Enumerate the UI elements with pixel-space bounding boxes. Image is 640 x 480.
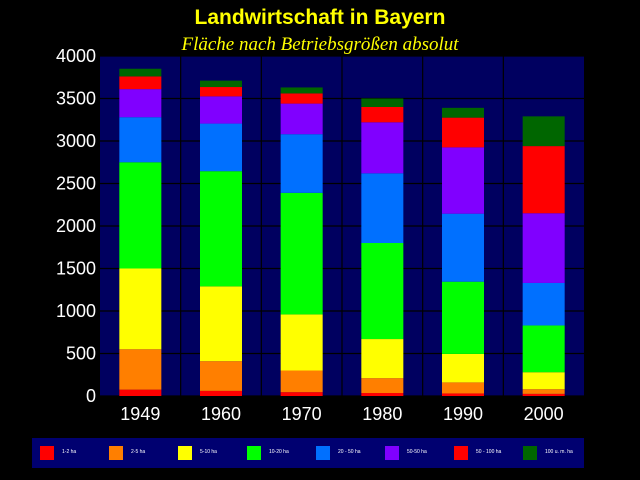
x-tick-label: 1960 bbox=[201, 404, 241, 424]
legend-swatch bbox=[247, 446, 261, 460]
y-tick-label: 4000 bbox=[56, 46, 96, 66]
bar-segment bbox=[522, 389, 565, 394]
bar-segment bbox=[200, 87, 242, 97]
bar-segment bbox=[442, 393, 484, 396]
bar-segment bbox=[280, 103, 323, 135]
bar-segment bbox=[522, 325, 565, 373]
y-tick-label: 500 bbox=[66, 344, 96, 364]
bar-segment bbox=[361, 378, 404, 394]
bar-segment bbox=[119, 76, 162, 90]
bar-segment bbox=[280, 134, 323, 193]
bar-segment bbox=[119, 68, 162, 77]
legend-label: 20 - 50 ha bbox=[338, 449, 361, 455]
bar-segment bbox=[522, 116, 565, 147]
bar-segment bbox=[280, 87, 323, 94]
legend-swatch bbox=[523, 446, 537, 460]
bar-segment bbox=[361, 173, 404, 243]
bar-segment bbox=[119, 117, 162, 163]
bar-segment bbox=[522, 146, 565, 214]
bar-segment bbox=[119, 89, 162, 118]
bar-segment bbox=[200, 96, 242, 124]
legend-label: 50 - 100 ha bbox=[476, 449, 502, 455]
legend-swatch bbox=[385, 446, 399, 460]
bar-segment bbox=[361, 393, 404, 396]
bar-segment bbox=[442, 117, 484, 148]
bar-segment bbox=[361, 339, 404, 379]
bar-segment bbox=[200, 390, 242, 396]
bar-segment bbox=[361, 122, 404, 174]
bar-segment bbox=[200, 171, 242, 287]
chart-title: Landwirtschaft in Bayern bbox=[194, 6, 446, 29]
bar-segment bbox=[442, 107, 484, 118]
chart-subtitle: Fläche nach Betriebsgrößen absolut bbox=[181, 34, 459, 55]
bar-segment bbox=[361, 107, 404, 123]
bar-segment bbox=[200, 361, 242, 391]
y-tick-label: 2000 bbox=[56, 216, 96, 236]
x-tick-label: 2000 bbox=[524, 404, 564, 424]
bar-segment bbox=[200, 123, 242, 172]
legend-label: 50-50 ha bbox=[407, 449, 427, 455]
legend-label: 1-2 ha bbox=[62, 449, 77, 455]
bar-segment bbox=[280, 392, 323, 396]
x-tick-label: 1980 bbox=[362, 404, 402, 424]
bar-segment bbox=[522, 282, 565, 326]
y-tick-label: 0 bbox=[86, 386, 96, 406]
bar-segment bbox=[361, 98, 404, 107]
bar-segment bbox=[280, 93, 323, 104]
bar-segment bbox=[361, 243, 404, 340]
legend-swatch bbox=[40, 446, 54, 460]
legend: 1-2 ha 2-5 ha 5-10 ha 10-20 ha 20 - 50 ha 50-… bbox=[32, 438, 584, 468]
legend-swatch bbox=[316, 446, 330, 460]
x-tick-label: 1990 bbox=[443, 404, 483, 424]
bar-segment bbox=[442, 281, 484, 354]
y-tick-label: 3500 bbox=[56, 89, 96, 109]
legend-label: 2-5 ha bbox=[131, 449, 146, 455]
y-tick-label: 3000 bbox=[56, 131, 96, 151]
bar-segment bbox=[200, 286, 242, 362]
bar-segment bbox=[442, 382, 484, 394]
bar-segment bbox=[442, 353, 484, 383]
bar-segment bbox=[280, 192, 323, 315]
bar-segment bbox=[442, 213, 484, 282]
bar-segment bbox=[522, 372, 565, 390]
bar-segment bbox=[522, 393, 565, 396]
bar-segment bbox=[280, 370, 323, 393]
legend-swatch bbox=[454, 446, 468, 460]
y-tick-label: 1500 bbox=[56, 259, 96, 279]
bar-segment bbox=[200, 80, 242, 88]
x-tick-label: 1949 bbox=[120, 404, 160, 424]
bar-segment bbox=[522, 213, 565, 283]
legend-swatch bbox=[178, 446, 192, 460]
bar-segment bbox=[442, 147, 484, 214]
bar-segment bbox=[119, 349, 162, 390]
legend-label: 100 u. m. ha bbox=[545, 449, 573, 455]
bar-segment bbox=[280, 314, 323, 371]
y-tick-label: 2500 bbox=[56, 174, 96, 194]
bar-segment bbox=[119, 268, 162, 350]
bar-segment bbox=[119, 162, 162, 269]
legend-swatch bbox=[109, 446, 123, 460]
legend-label: 5-10 ha bbox=[200, 449, 217, 455]
legend-label: 10-20 ha bbox=[269, 449, 289, 455]
x-tick-label: 1970 bbox=[282, 404, 322, 424]
bar-segment bbox=[119, 389, 162, 396]
y-tick-label: 1000 bbox=[56, 301, 96, 321]
